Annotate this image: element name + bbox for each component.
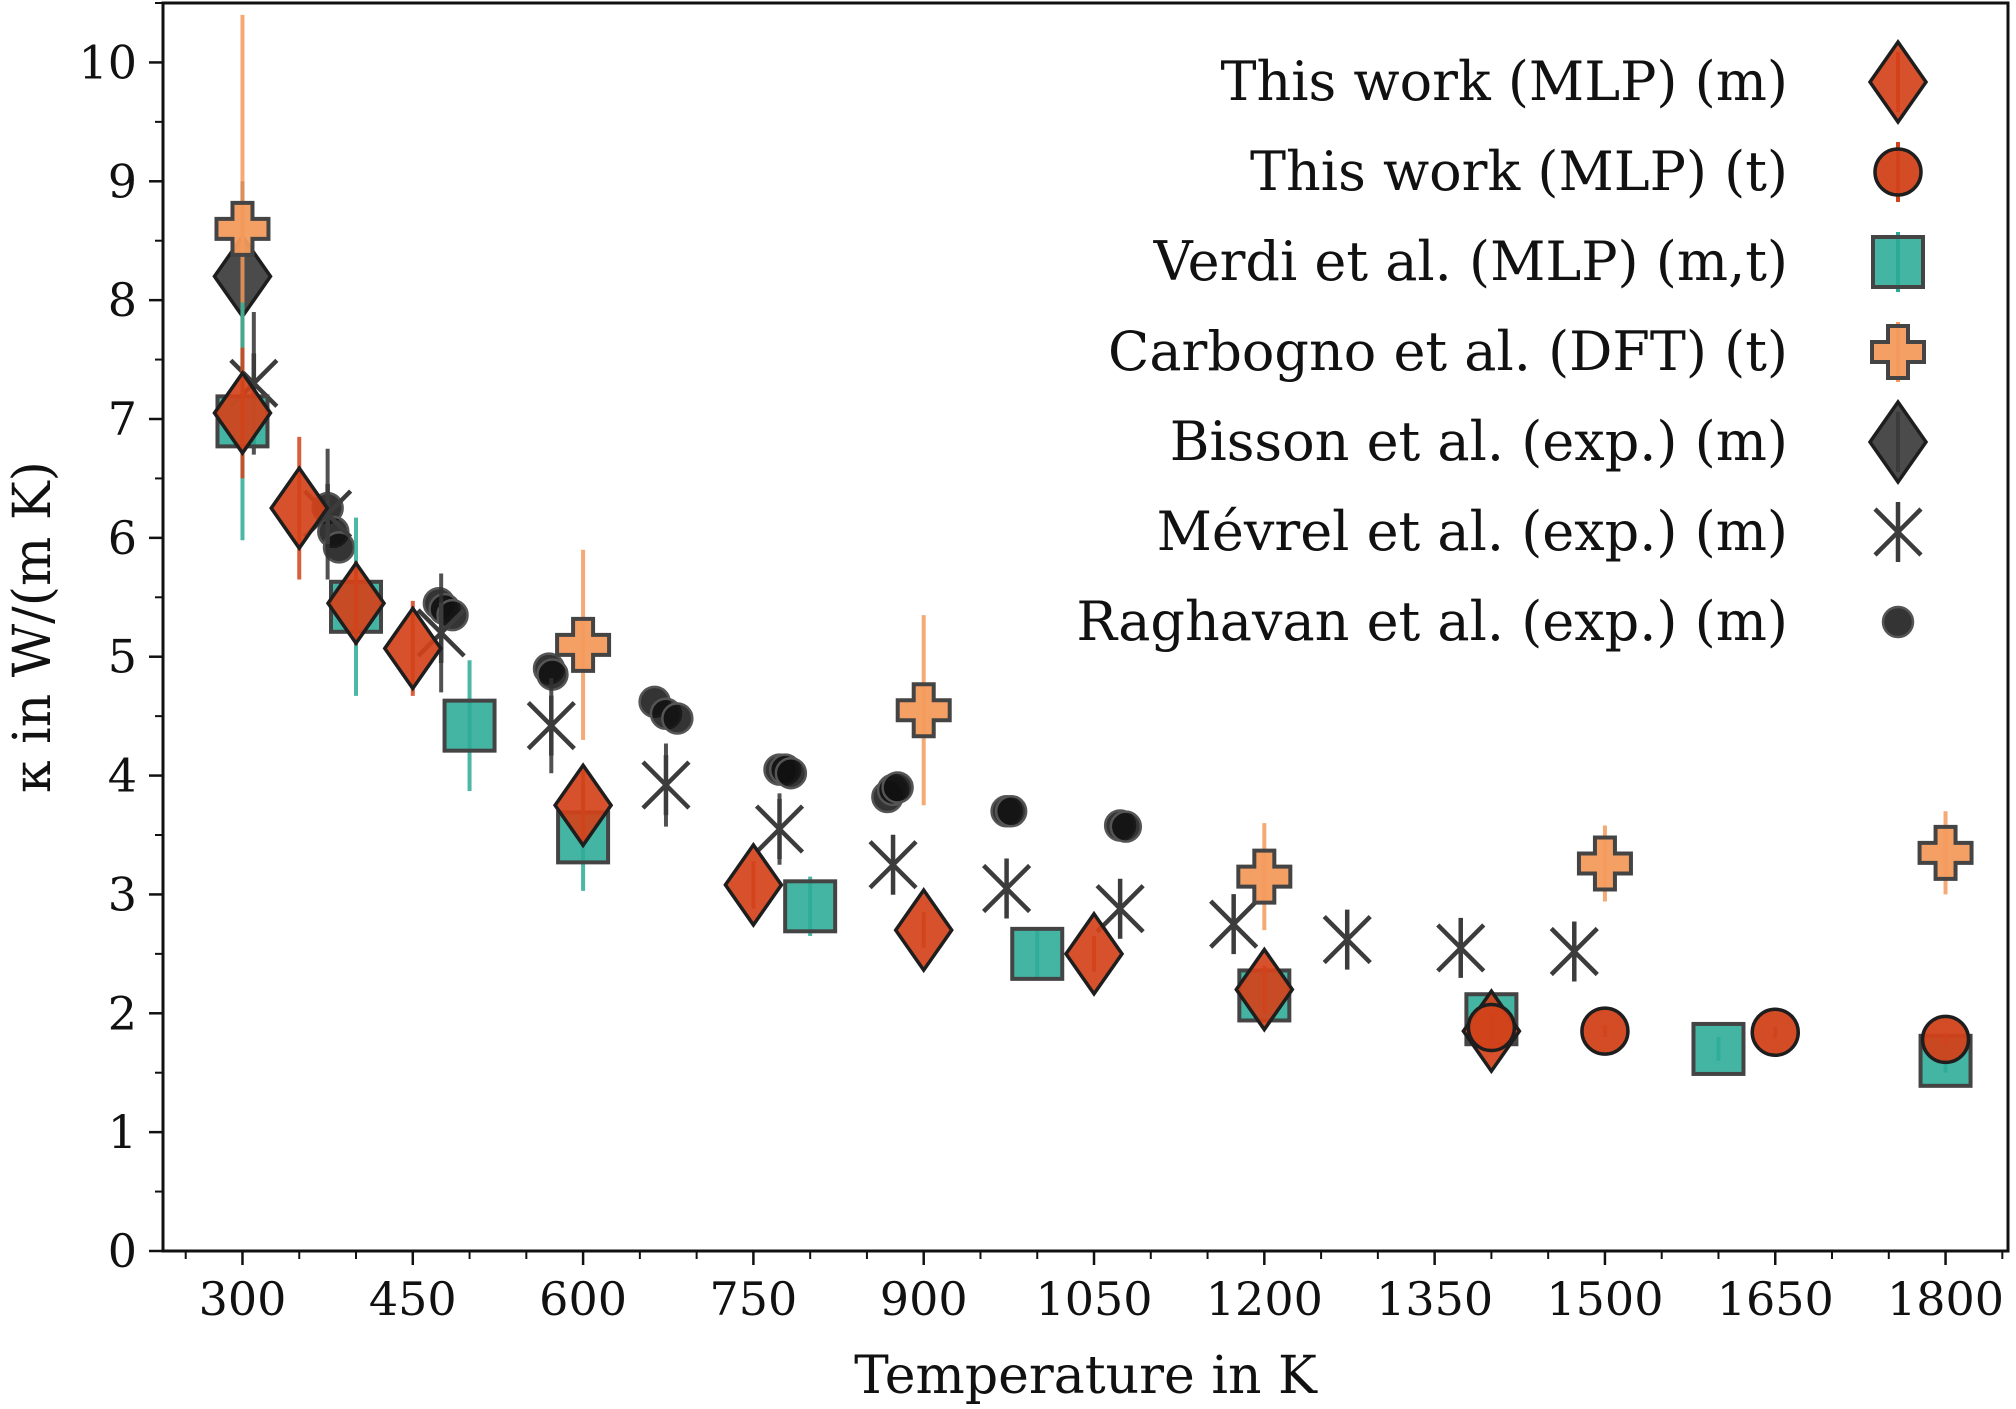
y-tick-label: 3 bbox=[108, 867, 137, 921]
legend-label: This work (MLP) (t) bbox=[1250, 140, 1788, 203]
data-point bbox=[322, 531, 356, 564]
data-point bbox=[1236, 848, 1293, 905]
data-point bbox=[868, 834, 918, 895]
legend-marker bbox=[1870, 324, 1926, 380]
data-point bbox=[641, 755, 691, 816]
data-point bbox=[1063, 910, 1125, 997]
y-tick-label: 4 bbox=[108, 749, 137, 803]
data-point bbox=[1234, 946, 1295, 1033]
data-point bbox=[754, 799, 805, 860]
x-tick-label: 1500 bbox=[1546, 1272, 1663, 1326]
data-point bbox=[774, 756, 808, 790]
axes-layer: 300 450 600 750 900 1050 1200 1350 1500 1650 1800 0… bbox=[78, 1, 2010, 1326]
data-point bbox=[1917, 824, 1974, 881]
data-point bbox=[269, 465, 330, 552]
data-point bbox=[783, 879, 838, 934]
legend-marker bbox=[1873, 502, 1923, 562]
data-point bbox=[1095, 878, 1145, 939]
y-tick-label: 1 bbox=[108, 1105, 137, 1159]
x-tick-label: 900 bbox=[880, 1272, 968, 1326]
legend-label: Raghavan et al. (exp.) (m) bbox=[1076, 590, 1788, 653]
series-1 bbox=[1466, 1002, 1971, 1065]
data-point bbox=[1576, 835, 1633, 892]
y-tick-label: 10 bbox=[78, 35, 137, 89]
y-axis-label: κ in W/(m K) bbox=[3, 461, 63, 793]
data-point bbox=[1691, 1021, 1746, 1076]
x-tick-label: 600 bbox=[539, 1272, 627, 1326]
y-tick-label: 6 bbox=[108, 511, 137, 565]
x-tick-label: 1200 bbox=[1206, 1272, 1323, 1326]
x-tick-label: 1800 bbox=[1887, 1272, 2004, 1326]
data-point bbox=[1209, 894, 1259, 955]
data-point bbox=[661, 702, 694, 735]
y-tick-label: 8 bbox=[108, 273, 137, 327]
series-6 bbox=[311, 491, 1143, 843]
legend-layer: This work (MLP) (m) This work (MLP) (t) Ve… bbox=[1076, 38, 1929, 653]
legend-marker bbox=[1873, 147, 1923, 197]
data-point bbox=[895, 682, 952, 739]
data-point bbox=[1436, 917, 1486, 978]
legend-label: Carbogno et al. (DFT) (t) bbox=[1108, 320, 1788, 383]
data-point bbox=[1920, 1014, 1971, 1065]
data-point bbox=[1750, 1007, 1800, 1058]
legend-marker bbox=[1867, 398, 1929, 486]
data-point bbox=[526, 695, 576, 756]
data-point bbox=[723, 841, 784, 928]
data-point bbox=[212, 370, 273, 457]
data-point bbox=[981, 858, 1032, 919]
data-point bbox=[1466, 1002, 1517, 1053]
y-tick-label: 7 bbox=[108, 392, 137, 446]
data-point bbox=[436, 598, 469, 632]
x-tick-label: 450 bbox=[369, 1272, 457, 1326]
marks-layer bbox=[212, 14, 1974, 1088]
data-point bbox=[994, 794, 1028, 828]
data-point bbox=[214, 200, 271, 257]
data-point bbox=[881, 771, 914, 804]
legend-marker bbox=[1871, 235, 1925, 289]
plot-frame bbox=[161, 1, 2010, 1253]
x-tick-label: 1050 bbox=[1035, 1272, 1152, 1326]
data-point bbox=[893, 887, 954, 974]
data-point bbox=[1580, 1006, 1630, 1056]
series-3 bbox=[214, 14, 1974, 931]
data-point bbox=[325, 560, 387, 647]
legend-label: Bisson et al. (exp.) (m) bbox=[1170, 410, 1788, 473]
y-tick-label: 5 bbox=[108, 630, 137, 684]
data-point bbox=[552, 762, 614, 849]
legend-marker bbox=[1867, 38, 1929, 126]
y-tick-label: 2 bbox=[108, 986, 137, 1040]
legend-label: This work (MLP) (m) bbox=[1220, 50, 1788, 113]
data-point bbox=[382, 605, 443, 692]
legend-label: Mévrel et al. (exp.) (m) bbox=[1157, 500, 1788, 563]
legend-label: Verdi et al. (MLP) (m,t) bbox=[1153, 230, 1788, 293]
data-point bbox=[1549, 921, 1599, 982]
x-axis-label: Temperature in K bbox=[854, 1346, 1318, 1405]
x-tick-label: 1350 bbox=[1376, 1272, 1493, 1326]
data-point bbox=[442, 698, 497, 753]
x-tick-label: 300 bbox=[199, 1272, 287, 1326]
data-point bbox=[1109, 810, 1143, 843]
data-point bbox=[555, 616, 612, 673]
data-point bbox=[1322, 909, 1372, 970]
data-point bbox=[1010, 926, 1065, 981]
legend-marker bbox=[1881, 605, 1915, 639]
x-tick-label: 750 bbox=[709, 1272, 797, 1326]
y-tick-label: 9 bbox=[108, 154, 137, 208]
x-tick-label: 1650 bbox=[1717, 1272, 1834, 1326]
label-layer: Temperature in K κ in W/(m K) bbox=[3, 461, 1318, 1406]
y-tick-label: 0 bbox=[108, 1224, 137, 1278]
